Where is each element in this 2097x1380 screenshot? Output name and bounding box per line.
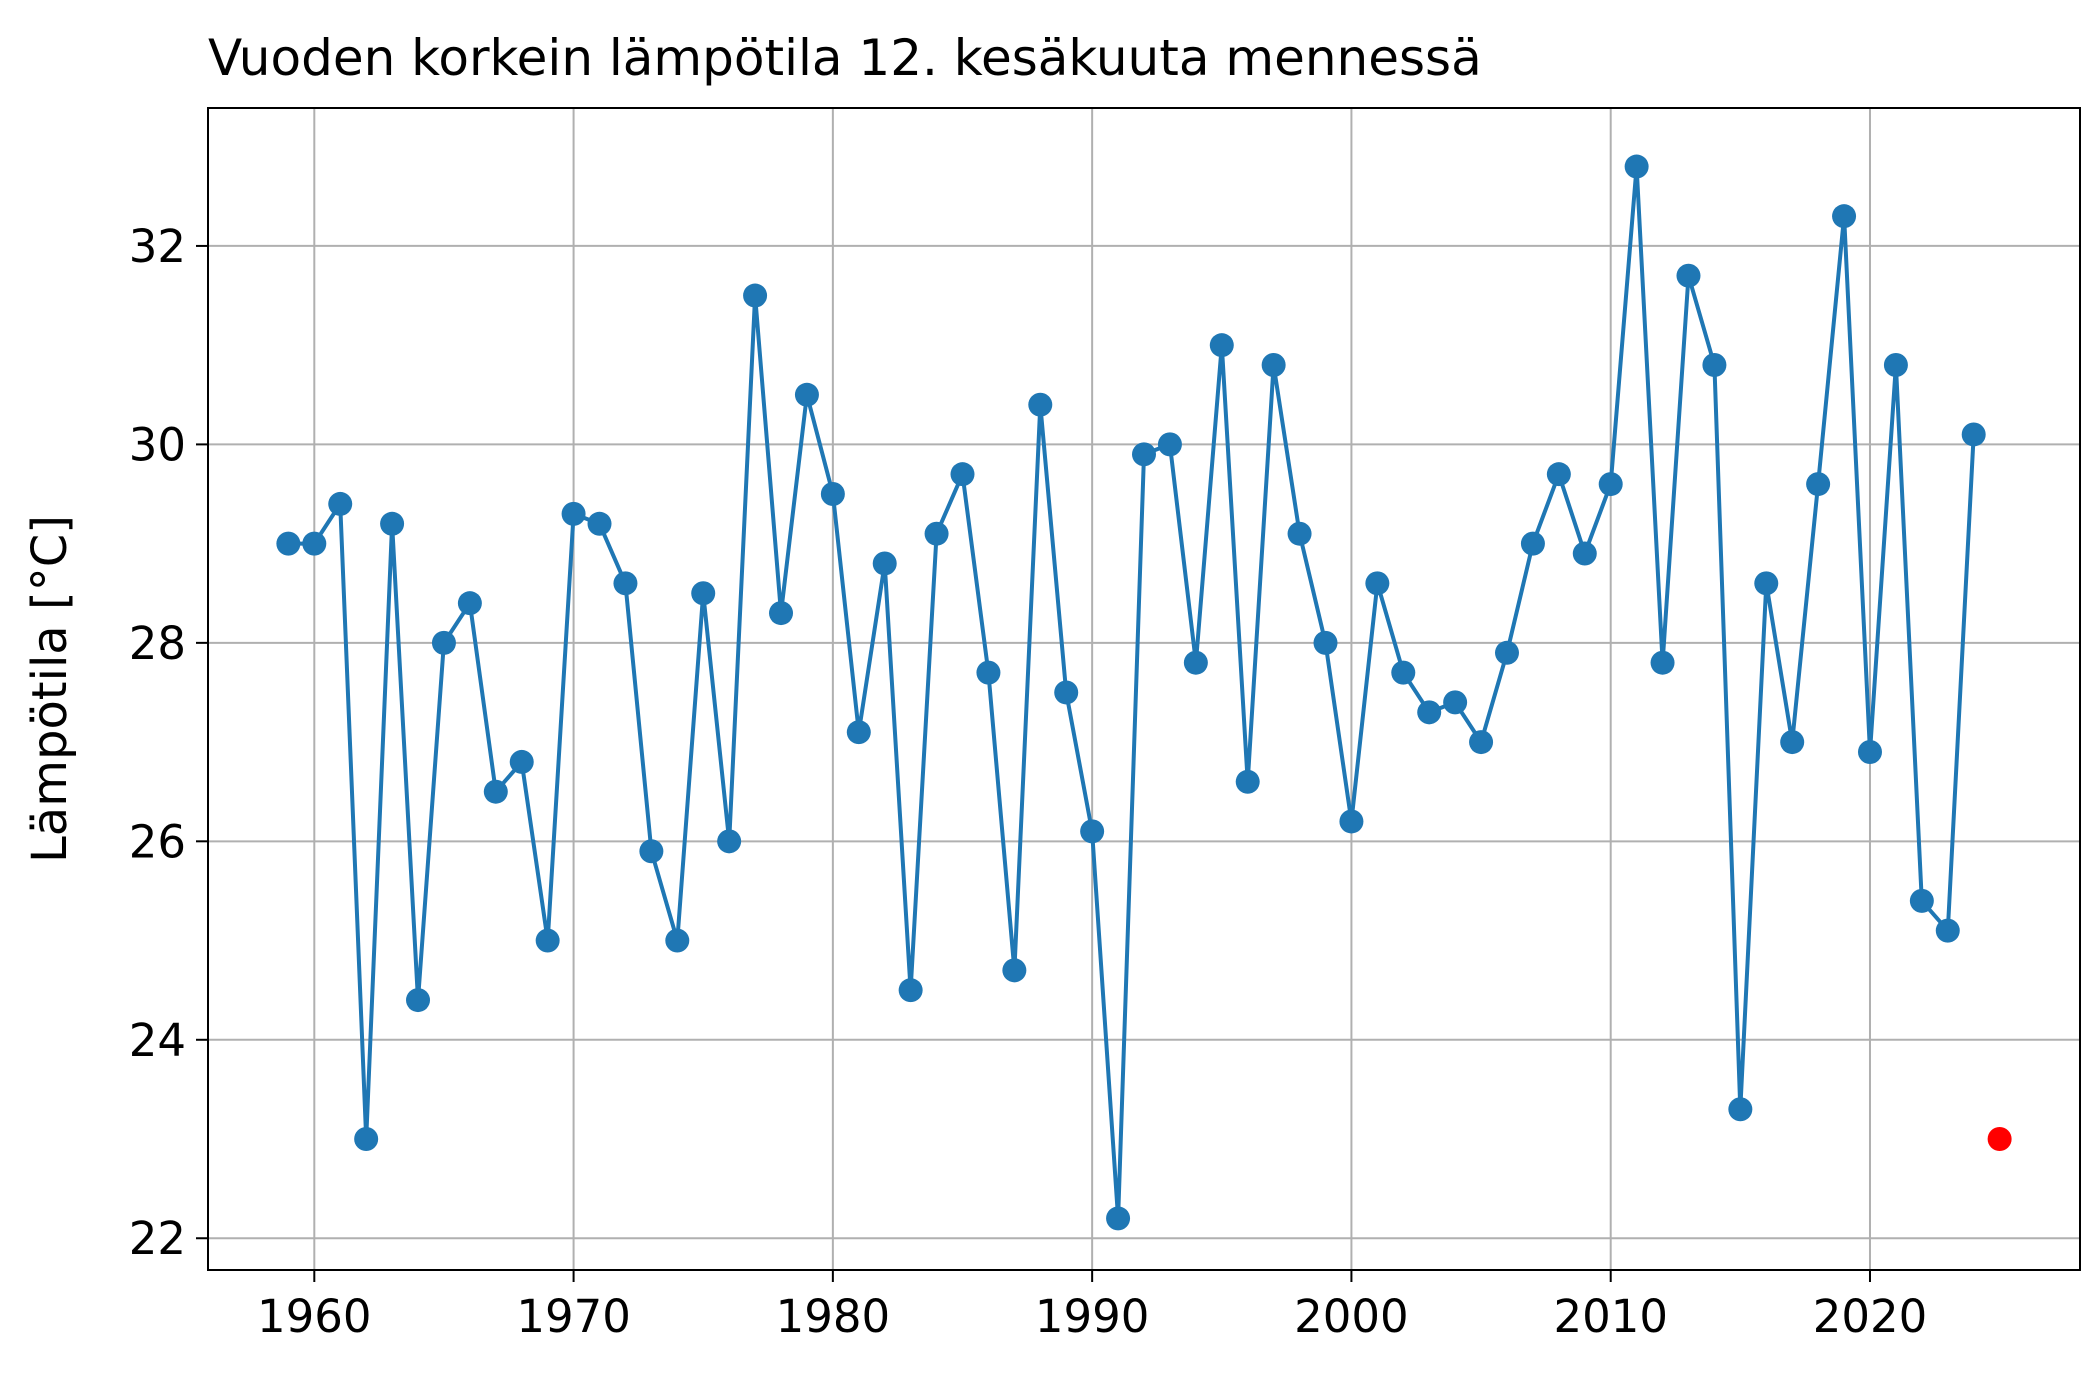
data-point — [769, 601, 794, 626]
data-point — [1883, 353, 1908, 378]
x-tick-label: 2000 — [1294, 1290, 1409, 1343]
data-point — [1494, 640, 1519, 665]
data-series — [276, 154, 2012, 1231]
data-point — [1417, 700, 1442, 725]
data-point — [1780, 730, 1805, 755]
data-point — [561, 501, 586, 526]
data-point — [1520, 531, 1545, 556]
x-tick-label: 1970 — [516, 1290, 631, 1343]
data-point — [535, 928, 560, 953]
grid-lines — [208, 108, 2080, 1270]
data-point — [1909, 888, 1934, 913]
data-point — [1391, 660, 1416, 685]
data-point — [1806, 472, 1831, 497]
data-point — [1469, 730, 1494, 755]
x-tick-label: 1990 — [1035, 1290, 1150, 1343]
data-point — [1339, 809, 1364, 834]
data-point — [1598, 472, 1623, 497]
data-point — [1443, 690, 1468, 715]
data-point — [1961, 422, 1986, 447]
data-point — [1546, 462, 1571, 487]
data-point — [328, 491, 353, 516]
data-point — [354, 1127, 379, 1152]
data-point — [872, 551, 897, 576]
data-point — [1080, 819, 1105, 844]
data-point — [1209, 333, 1234, 358]
data-point — [1857, 740, 1882, 765]
data-point — [794, 382, 819, 407]
x-tick-label: 2020 — [1813, 1290, 1928, 1343]
data-point — [691, 581, 716, 606]
data-point — [1183, 650, 1208, 675]
data-point — [483, 779, 508, 804]
data-point — [613, 571, 638, 596]
series-1 — [1987, 1127, 2012, 1152]
data-point — [302, 531, 327, 556]
data-point — [1002, 958, 1027, 983]
data-point — [1235, 769, 1260, 794]
data-point — [1313, 630, 1338, 655]
data-point — [1754, 571, 1779, 596]
data-point — [509, 749, 534, 774]
data-point — [1728, 1097, 1753, 1122]
data-point — [743, 283, 768, 308]
x-tick-label: 2010 — [1553, 1290, 1668, 1343]
plot-frame — [207, 107, 2081, 1271]
data-point — [1572, 541, 1597, 566]
data-point — [1832, 204, 1857, 229]
data-point — [717, 829, 742, 854]
y-tick-label: 26 — [129, 815, 186, 868]
x-tick-label: 1960 — [257, 1290, 372, 1343]
x-tick-label: 1980 — [776, 1290, 891, 1343]
data-point — [1650, 650, 1675, 675]
data-point — [846, 720, 871, 745]
data-point — [1987, 1127, 2012, 1152]
data-point — [1702, 353, 1727, 378]
data-point — [1106, 1206, 1131, 1231]
data-point — [406, 988, 431, 1013]
data-point — [457, 591, 482, 616]
data-point — [1054, 680, 1079, 705]
data-point — [276, 531, 301, 556]
data-point — [1028, 392, 1053, 417]
data-point — [639, 839, 664, 864]
data-point — [1157, 432, 1182, 457]
series-line — [288, 164, 1976, 1221]
data-point — [587, 511, 612, 536]
y-tick-label: 22 — [129, 1212, 186, 1265]
data-point — [924, 521, 949, 546]
data-point — [1676, 263, 1701, 288]
chart-title: Vuoden korkein lämpötila 12. kesäkuuta m… — [208, 29, 1482, 87]
data-point — [1365, 571, 1390, 596]
data-point — [1935, 918, 1960, 943]
data-point — [898, 978, 923, 1003]
data-point — [1624, 154, 1649, 179]
y-tick-label: 32 — [129, 220, 186, 273]
series-0 — [276, 154, 1986, 1231]
data-point — [976, 660, 1001, 685]
data-point — [431, 630, 456, 655]
data-point — [380, 511, 405, 536]
y-axis-title: Lämpötila [°C] — [22, 515, 78, 863]
y-tick-label: 24 — [129, 1014, 186, 1067]
data-point — [950, 462, 975, 487]
data-point — [665, 928, 690, 953]
data-point — [1132, 442, 1156, 467]
y-tick-label: 30 — [129, 418, 186, 471]
axis-ticks: 1960 1970 1980 1990 2000 2010 2020 22 24 26 28 30 32 — [129, 220, 1928, 1343]
data-point — [1261, 353, 1286, 378]
data-point — [820, 482, 845, 507]
y-tick-label: 28 — [129, 617, 186, 670]
data-point — [1287, 521, 1312, 546]
